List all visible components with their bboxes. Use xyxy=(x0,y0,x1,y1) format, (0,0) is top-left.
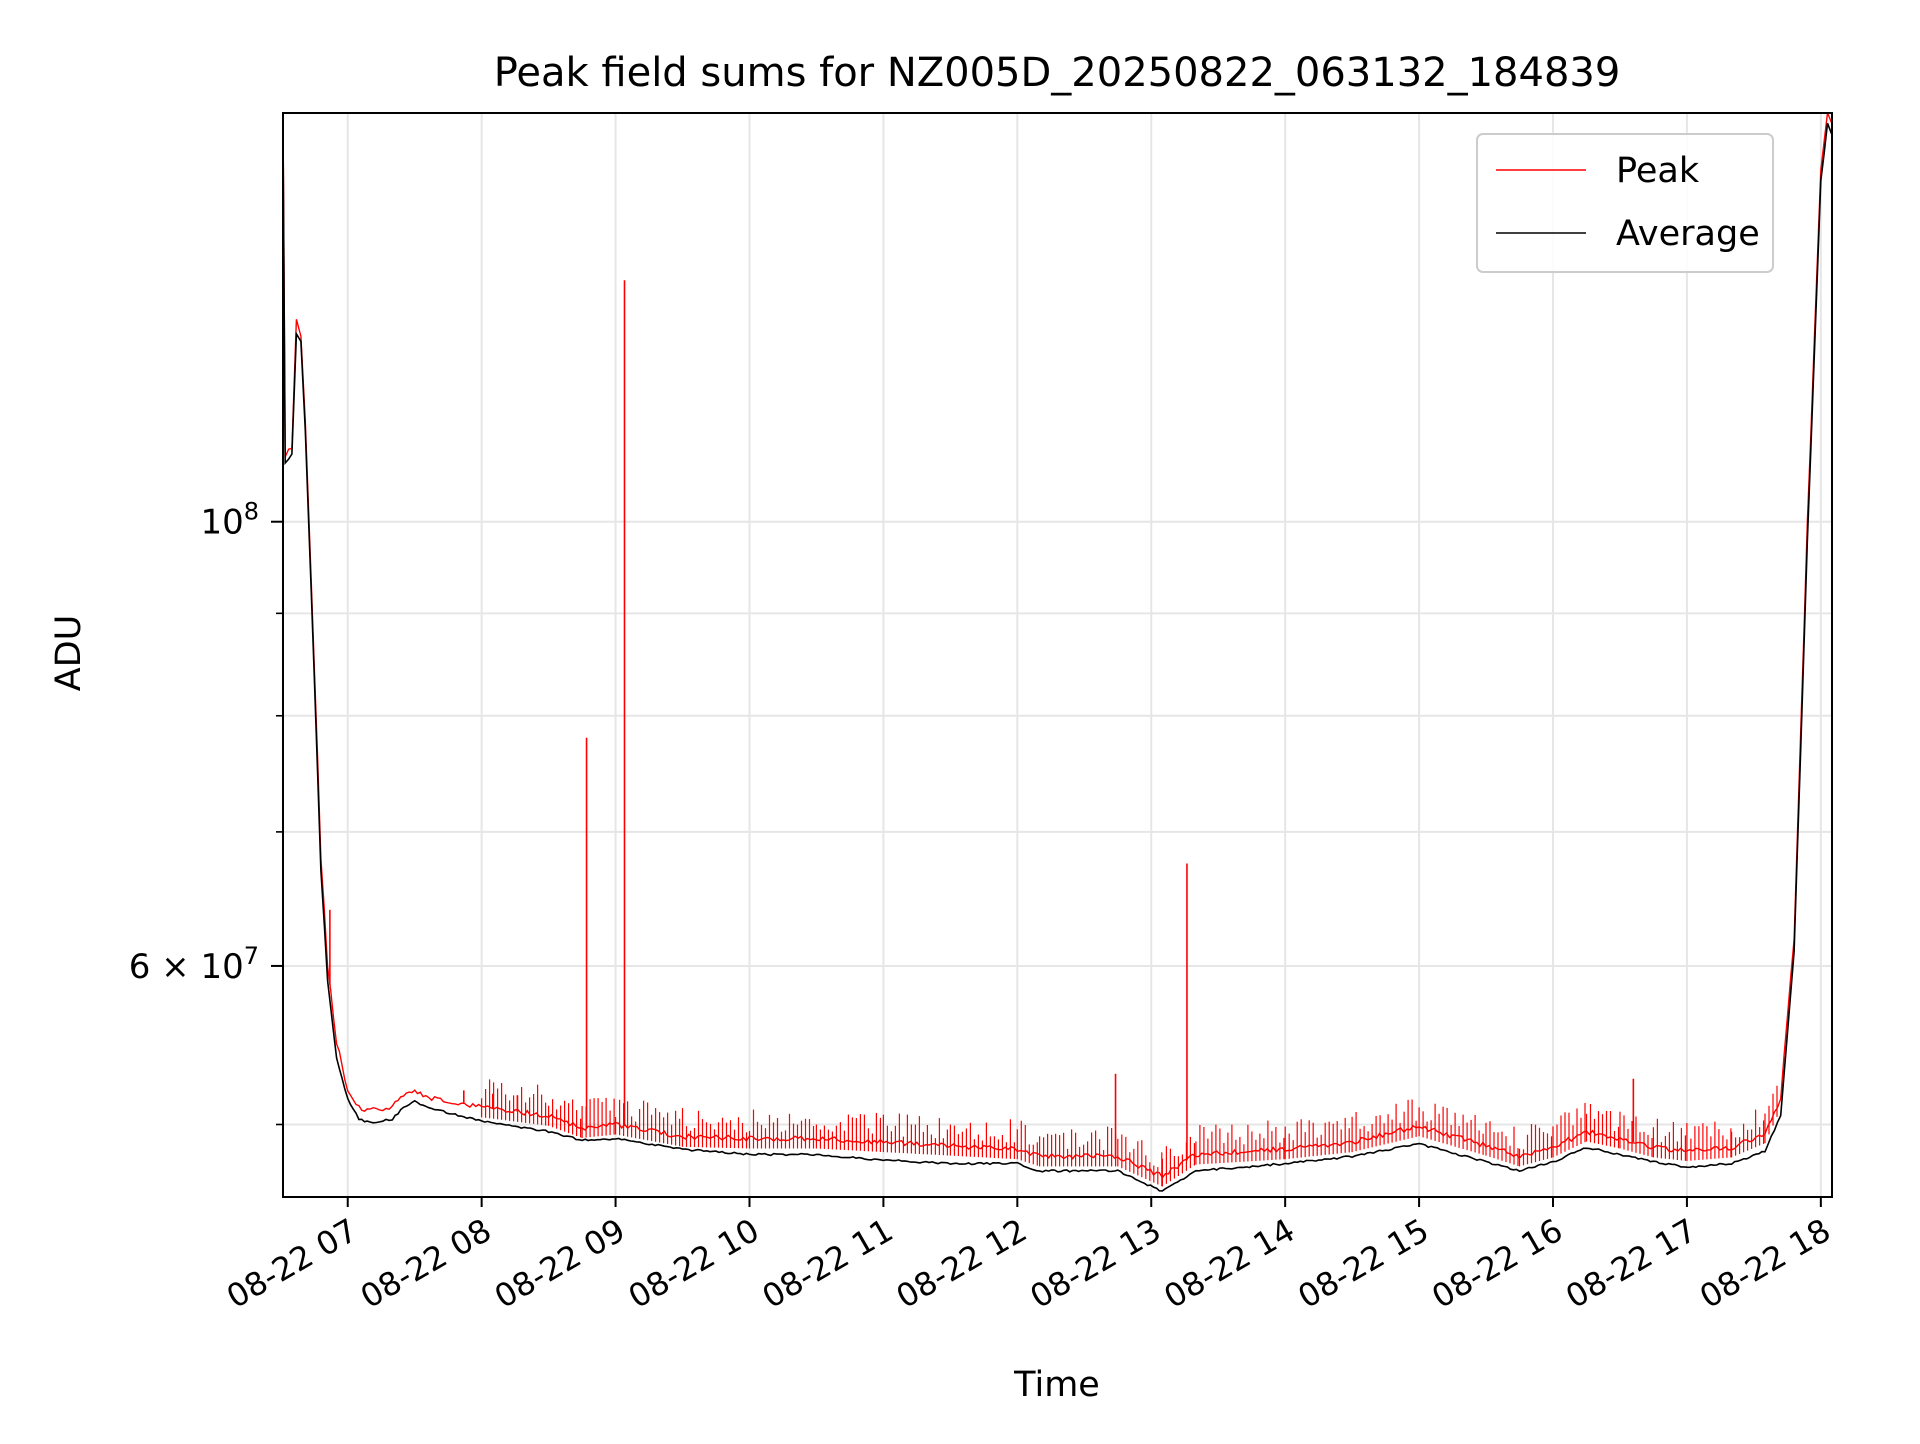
x-tick-label: 08-22 17 xyxy=(1559,1211,1703,1316)
chart-title: Peak field sums for NZ005D_20250822_0631… xyxy=(494,50,1621,96)
y-tick-label: 108 xyxy=(200,498,259,543)
x-axis-label: Time xyxy=(1013,1365,1100,1405)
x-tick-label: 08-22 16 xyxy=(1425,1211,1569,1316)
x-tick-label: 08-22 07 xyxy=(220,1211,364,1316)
x-tick-label: 08-22 08 xyxy=(354,1211,498,1316)
x-tick-label: 08-22 15 xyxy=(1291,1211,1435,1316)
legend-peak-label: Peak xyxy=(1616,151,1700,191)
x-tick-label: 08-22 12 xyxy=(890,1211,1034,1316)
x-tick-label: 08-22 13 xyxy=(1024,1211,1168,1316)
x-tick-label: 08-22 10 xyxy=(622,1211,766,1316)
series-line-average xyxy=(283,123,1832,1191)
x-tick-label: 08-22 09 xyxy=(488,1211,632,1316)
legend: Peak Average xyxy=(1477,134,1773,272)
x-tick-label: 08-22 18 xyxy=(1693,1211,1837,1316)
grid-layer xyxy=(283,113,1832,1197)
x-tick-label: 08-22 11 xyxy=(756,1211,900,1316)
y-axis-label: ADU xyxy=(49,615,89,692)
legend-average-label: Average xyxy=(1616,214,1760,254)
plot-frame xyxy=(283,113,1832,1197)
y-tick-label: 6 × 107 xyxy=(129,942,259,987)
x-tick-label: 08-22 14 xyxy=(1158,1211,1302,1316)
